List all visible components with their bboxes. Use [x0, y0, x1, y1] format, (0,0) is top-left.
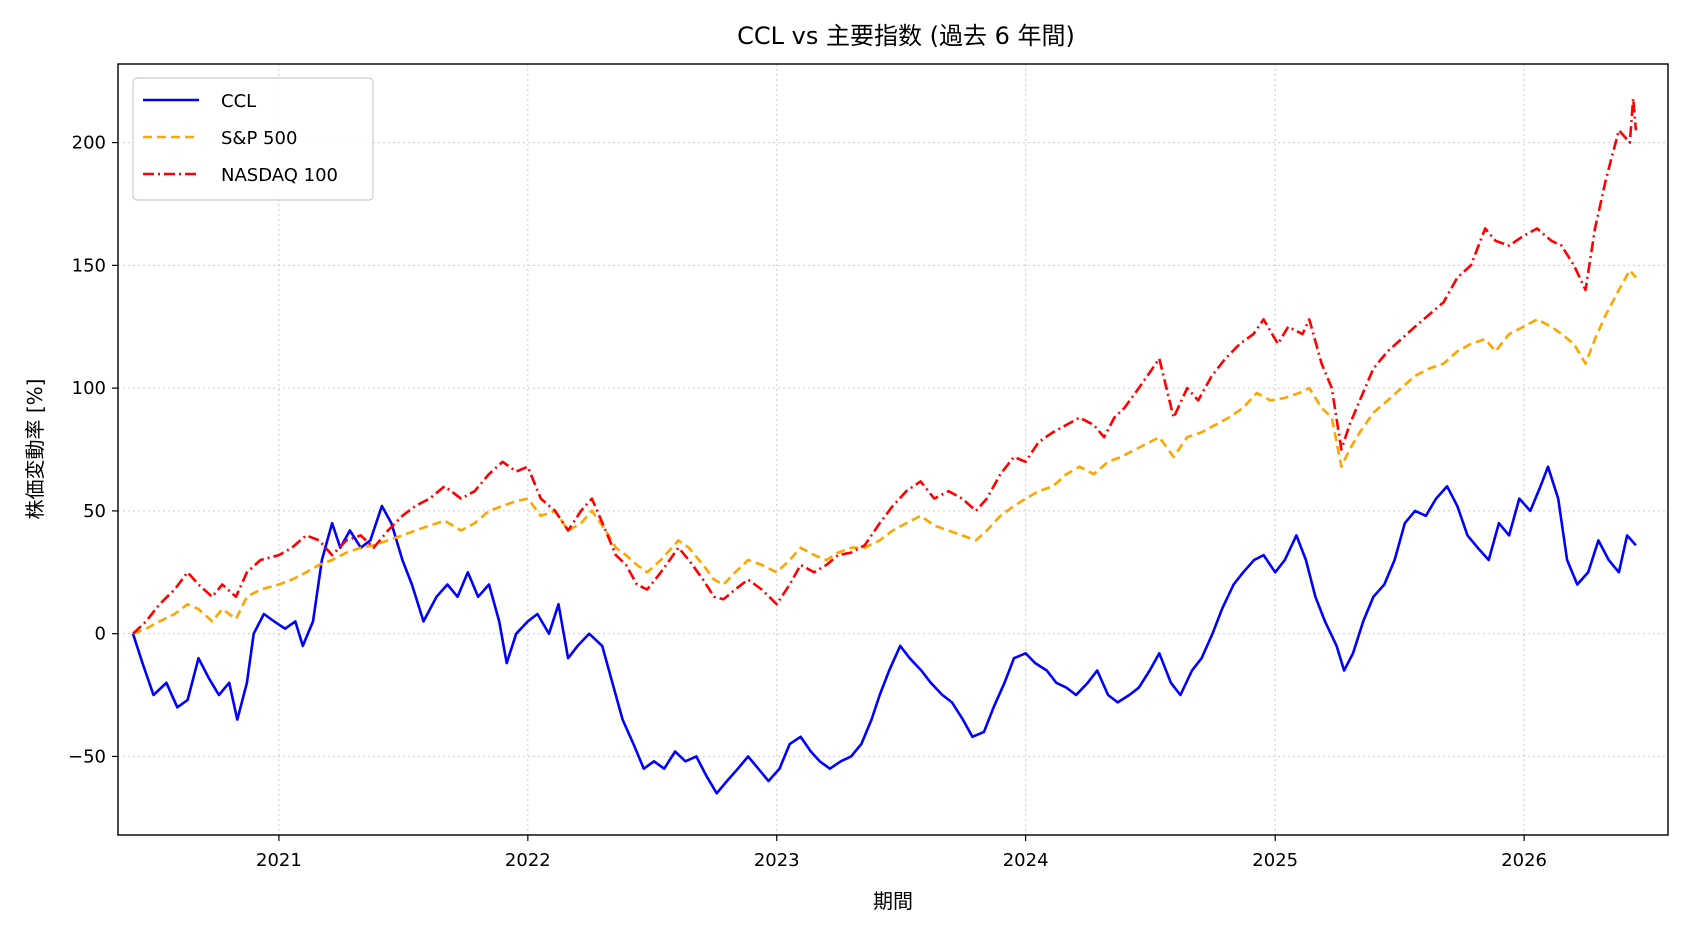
chart-title: CCL vs 主要指数 (過去 6 年間) [737, 22, 1075, 50]
legend-box [132, 77, 374, 201]
x-tick-label: 2022 [505, 850, 551, 871]
legend-label-3: NASDAQ 100 [221, 165, 338, 186]
grid-lines [118, 64, 1668, 835]
legend-label-2: S&P 500 [221, 128, 297, 149]
series-line-1 [131, 465, 1637, 795]
y-tick-label: 200 [72, 133, 106, 154]
y-tick-label: 0 [95, 624, 106, 645]
y-axis: −50 0 50 100 150 200 [68, 133, 118, 767]
x-axis: 2021 2022 2023 2024 2025 2026 [256, 835, 1547, 871]
plot-frame [117, 63, 1669, 836]
plot-area [131, 97, 1638, 795]
y-axis-label: 株価変動率 [%] [23, 379, 47, 520]
x-tick-label: 2021 [256, 850, 302, 871]
x-tick-label: 2024 [1003, 850, 1049, 871]
x-tick-label: 2026 [1501, 850, 1547, 871]
y-tick-label: 50 [83, 501, 106, 522]
x-tick-label: 2023 [754, 850, 800, 871]
y-tick-label: 150 [72, 255, 106, 276]
series-line-2 [132, 269, 1637, 635]
y-tick-label: 100 [72, 378, 106, 399]
legend-label-1: CCL [221, 91, 256, 112]
x-tick-label: 2025 [1252, 850, 1298, 871]
legend: CCL S&P 500 NASDAQ 100 [132, 77, 374, 201]
x-axis-label: 期間 [873, 889, 913, 913]
y-tick-label: −50 [68, 746, 106, 767]
